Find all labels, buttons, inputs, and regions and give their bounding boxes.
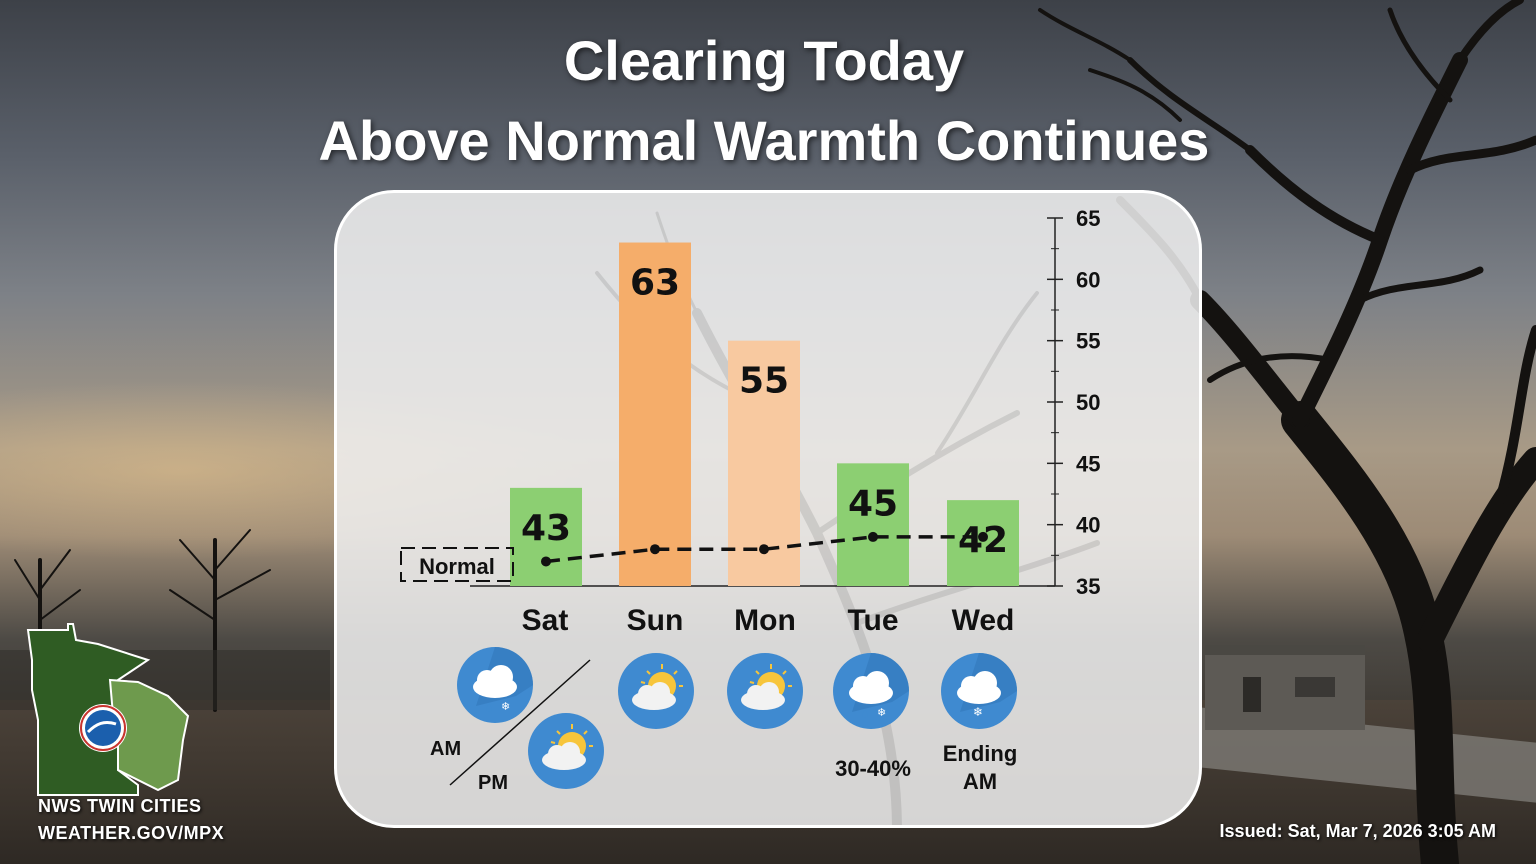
partly-sunny-icon (618, 653, 694, 729)
am-label: AM (430, 738, 462, 760)
wed-note-line1: Ending (942, 741, 1018, 766)
normal-point (759, 544, 769, 555)
partly-sunny-icon (727, 653, 803, 729)
wed-note-line2: AM (962, 769, 998, 794)
office-url[interactable]: WEATHER.GOV/MPX (38, 823, 225, 843)
bar-sun (619, 242, 691, 587)
park-building (1205, 645, 1365, 730)
minnesota-wisconsin-map-logo (26, 623, 190, 796)
y-tick-label: 55 (1076, 329, 1100, 354)
title-line2: Above Normal Warmth Continues (318, 109, 1210, 172)
bar-value-label: 45 (848, 483, 898, 524)
y-tick-label: 40 (1076, 513, 1100, 538)
normal-point (868, 531, 878, 542)
wed-note: Ending AM (930, 740, 1030, 796)
normal-point (541, 556, 551, 567)
bar-value-label: 63 (630, 263, 680, 304)
precip-chance-tue: 30-40% (835, 756, 911, 781)
y-tick-label: 50 (1076, 390, 1100, 415)
bar-value-label: 42 (958, 520, 1008, 561)
y-tick-label: 35 (1076, 574, 1100, 599)
issued-timestamp: Issued: Sat, Mar 7, 2026 3:05 AM (1219, 821, 1496, 841)
day-label-wed: Wed (951, 604, 1015, 637)
y-tick-label: 60 (1076, 267, 1100, 292)
normal-point (978, 531, 988, 542)
cloud-snow-icon: ❄ (941, 653, 1017, 729)
title-line1: Clearing Today (563, 29, 965, 92)
am-pm-divider (449, 659, 591, 786)
normal-label-box (400, 547, 514, 582)
building-window (1295, 677, 1335, 697)
day-label-sat: Sat (521, 604, 569, 637)
bar-wed (947, 500, 1019, 586)
building-door (1243, 677, 1261, 712)
day-label-mon: Mon (734, 604, 796, 637)
office-name: NWS TWIN CITIES (38, 796, 202, 816)
normal-label: Normal (419, 554, 495, 579)
bar-sat (510, 487, 582, 586)
cloud-rain-snow-icon: ❄ (457, 647, 533, 723)
svg-text:❄: ❄ (973, 705, 983, 719)
y-tick-label: 65 (1076, 206, 1100, 231)
pm-label: PM (478, 772, 508, 794)
svg-text:❄: ❄ (501, 700, 510, 713)
day-label-tue: Tue (847, 604, 899, 637)
cloud-rain-snow-icon: ❄ (833, 653, 909, 729)
y-tick-label: 45 (1076, 451, 1100, 476)
normal-line (545, 535, 983, 564)
svg-text:❄: ❄ (877, 706, 886, 719)
partly-sunny-icon (528, 713, 604, 789)
bar-value-label: 43 (521, 508, 571, 549)
bar-tue (837, 463, 909, 586)
normal-point (650, 544, 660, 555)
bar-value-label: 55 (739, 361, 789, 402)
day-label-sun: Sun (626, 604, 684, 637)
